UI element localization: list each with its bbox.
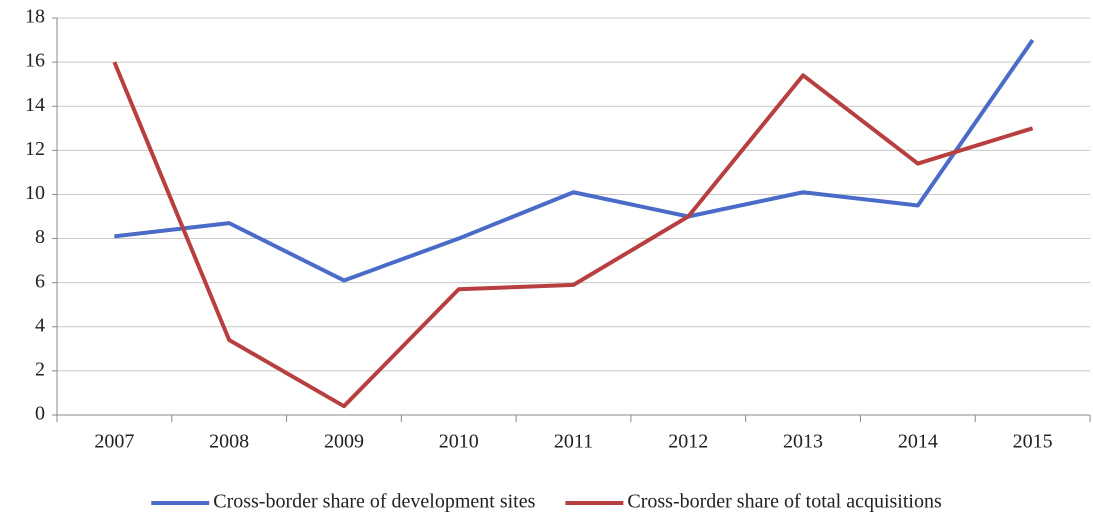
y-tick-label: 8 bbox=[35, 226, 45, 248]
y-tick-label: 14 bbox=[25, 94, 45, 116]
y-tick-label: 10 bbox=[25, 182, 45, 204]
legend-label: Cross-border share of total acquisitions bbox=[627, 491, 942, 513]
x-tick-label: 2012 bbox=[668, 431, 708, 453]
x-tick-label: 2011 bbox=[554, 431, 593, 453]
y-tick-label: 4 bbox=[35, 314, 45, 336]
x-tick-label: 2013 bbox=[783, 431, 823, 453]
y-tick-label: 18 bbox=[25, 6, 45, 28]
y-tick-label: 6 bbox=[35, 270, 45, 292]
y-tick-label: 16 bbox=[25, 50, 45, 72]
x-tick-label: 2010 bbox=[439, 431, 479, 453]
series-line bbox=[112, 61, 1034, 409]
series-line bbox=[114, 38, 1035, 283]
y-tick-label: 12 bbox=[25, 138, 45, 160]
y-tick-label: 2 bbox=[35, 358, 45, 380]
x-tick-label: 2015 bbox=[1013, 431, 1053, 453]
x-tick-label: 2007 bbox=[94, 431, 134, 453]
x-tick-label: 2008 bbox=[209, 431, 249, 453]
y-tick-label: 0 bbox=[35, 403, 45, 425]
legend-label: Cross-border share of development sites bbox=[213, 491, 535, 513]
x-tick-label: 2009 bbox=[324, 431, 364, 453]
x-tick-label: 2014 bbox=[898, 431, 938, 453]
